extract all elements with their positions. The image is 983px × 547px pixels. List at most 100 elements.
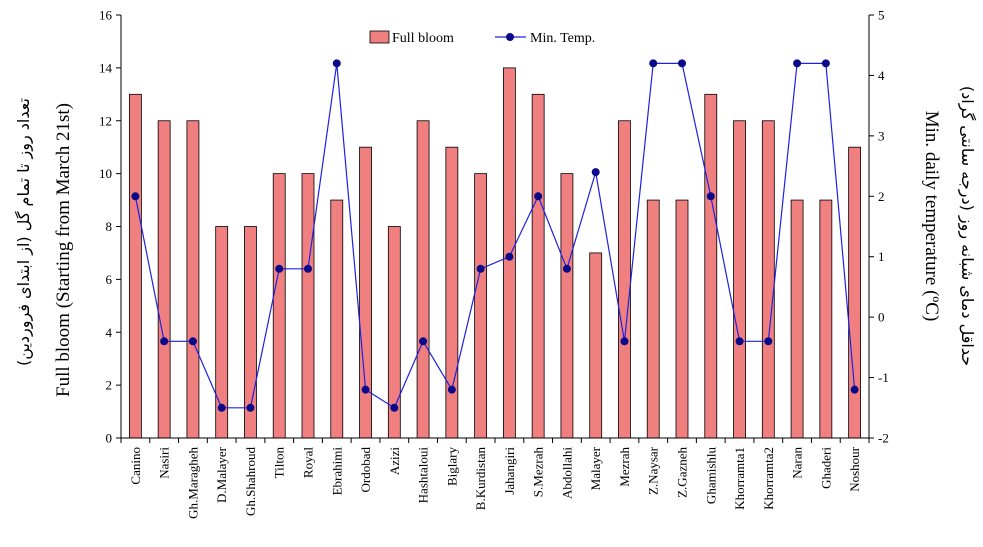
left-tick-label: 2 bbox=[106, 378, 113, 393]
min-temp-point-hashtaloui bbox=[419, 337, 428, 346]
bar-ghamishlu bbox=[704, 93, 718, 439]
right-tick-label: -2 bbox=[878, 431, 889, 446]
category-label: Z.Gazneh bbox=[675, 447, 690, 498]
min-temp-point-gh-maragheh bbox=[188, 337, 197, 346]
bar-ordobad bbox=[359, 146, 372, 439]
bar-gh-maragheh bbox=[186, 120, 200, 439]
min-temp-point-b-kurdistan bbox=[476, 264, 485, 273]
legend-label-full-bloom: Full bloom bbox=[392, 31, 454, 46]
category-label: Z.Naysar bbox=[646, 446, 661, 495]
right-axis-title: Min. daily temperature (ºC) bbox=[921, 111, 942, 322]
min-temp-point-khorramta1 bbox=[735, 337, 744, 346]
category-label: Canino bbox=[128, 447, 143, 485]
min-temp-point-royal bbox=[304, 264, 312, 273]
min-temp-point-mezrah bbox=[620, 337, 629, 346]
category-label: Nasiri bbox=[157, 447, 172, 479]
category-label: Noshour bbox=[847, 446, 862, 491]
category-label: Biglary bbox=[444, 447, 459, 486]
min-temp-point-canino bbox=[131, 192, 140, 201]
category-label: Malayer bbox=[588, 446, 603, 490]
category-label: Gh.Maragheh bbox=[185, 447, 200, 519]
bar-z-gazneh bbox=[675, 199, 689, 439]
bar-abdollahi bbox=[560, 173, 574, 439]
left-tick-label: 0 bbox=[106, 431, 113, 446]
category-label: Abdollahi bbox=[559, 447, 574, 499]
right-tick-label: -1 bbox=[878, 370, 889, 385]
category-label: Jahangiri bbox=[502, 447, 517, 495]
category-label: S.Mezrah bbox=[531, 447, 546, 498]
bar-tilton bbox=[272, 173, 286, 439]
left-tick-label: 16 bbox=[99, 8, 113, 23]
right-axis-title-fa: حداقل دمای شبانه روز (درجه سانتی گراد) bbox=[957, 86, 977, 366]
right-tick-label: 1 bbox=[878, 249, 885, 264]
category-label: Ghaderi bbox=[818, 447, 833, 489]
min-temp-line bbox=[134, 62, 856, 409]
min-temp-point-biglary bbox=[447, 385, 456, 394]
bar-biglary bbox=[445, 146, 459, 439]
bar-ghaderi bbox=[819, 199, 833, 439]
category-label: Ordobad bbox=[358, 447, 373, 493]
bar-malayer bbox=[589, 252, 603, 439]
category-label: Ebrahimi bbox=[329, 447, 344, 496]
min-temp-point-tilton bbox=[275, 264, 284, 273]
min-temp-point-ordobad bbox=[361, 385, 370, 394]
legend: Full bloom Min. Temp. bbox=[369, 30, 595, 46]
right-tick-label: 0 bbox=[878, 310, 885, 325]
bar-s-mezrah bbox=[531, 93, 545, 439]
right-tick-label: 4 bbox=[878, 68, 885, 83]
bar-mezrah bbox=[618, 120, 631, 439]
min-temp-point-z-gazneh bbox=[678, 59, 686, 68]
min-temp-point-ghaderi bbox=[821, 59, 830, 68]
min-temp-point-malayer bbox=[591, 168, 600, 177]
bar-khorramta1 bbox=[733, 120, 746, 439]
left-tick-label: 14 bbox=[99, 60, 113, 75]
left-axis-title-fa: تعداد روز تا تمام گل (از ابتدای فروردین) bbox=[14, 98, 34, 366]
min-temp-point-ebrahimi bbox=[332, 59, 341, 68]
min-temp-point-jahangiri bbox=[505, 252, 514, 261]
min-temp-point-nasiri bbox=[160, 337, 169, 346]
bar-khorramta2 bbox=[761, 120, 775, 439]
left-tick-label: 6 bbox=[106, 272, 113, 287]
left-axis-title: Full bloom (Starting from March 21st) bbox=[53, 103, 74, 397]
left-tick-label: 10 bbox=[99, 166, 112, 181]
category-label: Royal bbox=[301, 447, 316, 478]
category-label: Khorramta2 bbox=[761, 447, 776, 510]
category-label: Hashtaloui bbox=[416, 447, 431, 504]
bar-ebrahimi bbox=[330, 199, 344, 439]
min-temp-point-gh-shahroud bbox=[246, 403, 255, 412]
line-series-group bbox=[131, 59, 859, 412]
min-temp-point-noshour bbox=[850, 385, 859, 394]
legend-line-marker bbox=[506, 33, 514, 41]
min-temp-point-ghamishlu bbox=[706, 192, 715, 201]
category-label: D.Malayer bbox=[214, 446, 229, 503]
category-label: Azizi bbox=[387, 447, 402, 476]
legend-label-min-temp: Min. Temp. bbox=[530, 31, 595, 46]
right-tick-label: 5 bbox=[878, 8, 885, 23]
bar-naran bbox=[790, 199, 804, 439]
category-label: B.Kurdistan bbox=[473, 447, 488, 511]
category-label: Khorramta1 bbox=[732, 447, 747, 510]
bar-royal bbox=[301, 173, 315, 439]
bar-nasiri bbox=[157, 120, 171, 439]
category-label: Gh.Shahroud bbox=[243, 447, 258, 516]
bar-series-group bbox=[128, 67, 862, 439]
category-labels-group: Canino Nasiri Gh.Maragheh D.Malayer Gh.Shahr… bbox=[128, 446, 862, 519]
left-tick-label: 4 bbox=[106, 325, 113, 340]
bar-canino bbox=[128, 93, 142, 439]
category-label: Tilton bbox=[272, 447, 287, 479]
right-tick-label: 3 bbox=[878, 128, 885, 143]
min-temp-point-khorramta2 bbox=[764, 337, 773, 346]
right-tick-label: 2 bbox=[878, 189, 885, 204]
left-tick-label: 12 bbox=[99, 113, 112, 128]
min-temp-point-abdollahi bbox=[562, 264, 571, 273]
bar-noshour bbox=[848, 146, 862, 439]
legend-bar-swatch bbox=[369, 30, 390, 44]
min-temp-point-d-malayer bbox=[217, 403, 226, 412]
bar-b-kurdistan bbox=[474, 173, 488, 439]
left-tick-label: 8 bbox=[106, 219, 113, 234]
min-temp-point-azizi bbox=[390, 403, 399, 412]
category-label: Ghamishlu bbox=[703, 447, 718, 505]
min-temp-point-z-naysar bbox=[649, 59, 658, 68]
